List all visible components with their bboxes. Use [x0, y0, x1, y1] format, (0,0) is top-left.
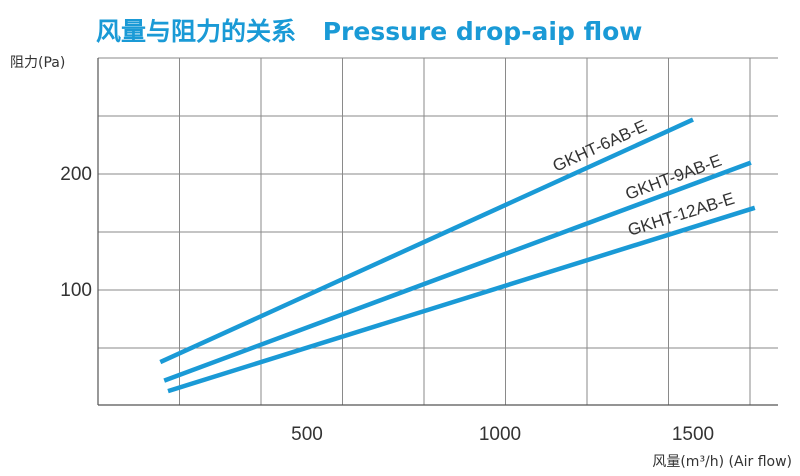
chart-title: 风量与阻力的关系 Pressure drop-aip flow [96, 17, 642, 46]
series-line-gkht-9ab-e [163, 160, 752, 383]
y-axis-label: 阻力(Pa) [10, 55, 65, 71]
x-tick-label-1500: 1500 [672, 424, 714, 445]
x-tick-label-500: 500 [291, 424, 323, 445]
series-line-gkht-12ab-e [167, 205, 756, 394]
chart-title-cn: 风量与阻力的关系 [96, 17, 296, 46]
y-tick-label-200: 200 [60, 164, 92, 185]
series-line-gkht-6ab-e [159, 117, 694, 365]
chart-grid [97, 57, 778, 405]
chart-axes [97, 58, 778, 406]
x-tick-label-1000: 1000 [479, 424, 521, 445]
chart-title-en: Pressure drop-aip flow [323, 17, 643, 46]
x-axis-label: 风量(m³/h) (Air flow) [652, 454, 792, 470]
chart-tick-labels: 500 1000 1500 100 200 [60, 164, 714, 445]
y-tick-label-100: 100 [60, 280, 92, 301]
